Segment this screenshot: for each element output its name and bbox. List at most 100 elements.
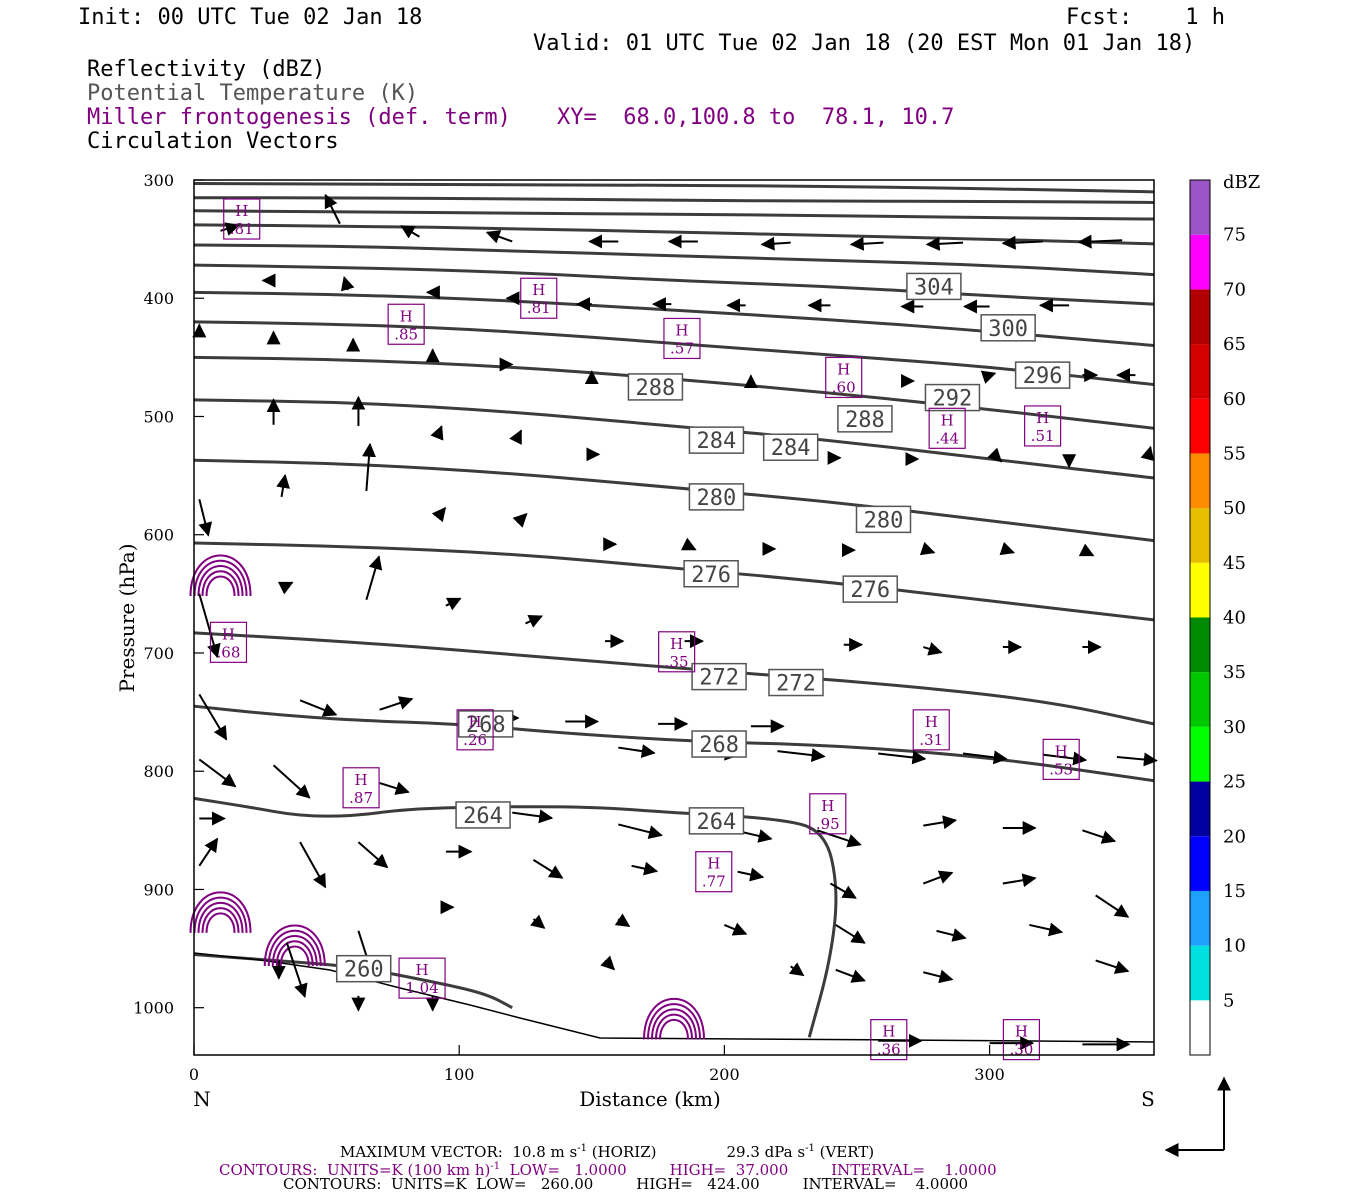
vector-55 (277, 581, 294, 595)
fronto-max-value-8: .35 (665, 653, 689, 671)
vector-110 (1029, 922, 1064, 937)
fronto-contour-1-0 (205, 575, 236, 596)
fronto-max-box-9 (912, 709, 950, 751)
vector-58 (525, 614, 543, 628)
frontogenesis-contours (189, 554, 705, 1040)
theta-label-264: 264 (697, 810, 737, 835)
fronto-max-H-11: H (355, 771, 368, 789)
plot-frame (193, 179, 1155, 1056)
theta-label-268: 268 (699, 733, 739, 758)
colorbar-frame (1189, 179, 1211, 1056)
vector-35 (430, 425, 444, 441)
vector-115 (600, 955, 616, 971)
colorbar-label-70: 70 (1223, 279, 1246, 300)
fronto-contour-0-2 (197, 901, 244, 933)
vector-118 (923, 969, 954, 984)
fronto-max-box-6 (1024, 405, 1062, 447)
theta-label-260: 260 (344, 958, 384, 983)
theta-label-280: 280 (697, 486, 737, 511)
theta-contour-308 (193, 223, 1155, 246)
south-label: S (1141, 1087, 1155, 1111)
fronto-max-value-10: .26 (463, 731, 487, 749)
theta-label-box-9 (855, 505, 912, 534)
colorbar-seg-25 (1190, 726, 1210, 782)
vector-66 (299, 699, 338, 717)
frontogenesis-maxima: H.81H.85H.81H.57H.60H.44H.51H.68 H.35H.31… (209, 198, 1080, 1061)
fronto-max-box-3 (663, 317, 701, 360)
ytick-label-1000: 1000 (133, 999, 174, 1018)
theta-label-box-7 (762, 433, 819, 461)
colorbar-seg-15 (1190, 836, 1210, 891)
fronto-contour-0-0 (205, 912, 236, 933)
colorbar-label-20: 20 (1223, 826, 1246, 847)
fronto-contour-0-4 (189, 891, 252, 933)
fronto-max-H-13: H (821, 797, 834, 815)
max-vector-horiz: (HORIZ) (586, 1143, 657, 1161)
theta-label-264: 264 (463, 804, 503, 829)
vector-2 (400, 225, 420, 239)
vector-77 (962, 750, 1008, 765)
colorbar-label-55: 55 (1223, 443, 1246, 464)
colorbar-seg-65 (1190, 289, 1210, 345)
fronto-contour-3-4 (643, 998, 705, 1040)
vector-95 (631, 861, 659, 876)
fronto-max-value-5: .44 (935, 429, 959, 447)
xtick-label-0: 0 (189, 1065, 199, 1084)
valid-time: Valid: 01 UTC Tue 02 Jan 18 (20 EST Mon … (533, 31, 1196, 56)
theta-label-box-16 (455, 801, 511, 829)
fronto-max-value-12: .53 (1049, 760, 1073, 778)
fronto-max-H-5: H (941, 411, 954, 429)
vector-65 (198, 593, 221, 659)
theta-contours (193, 182, 1155, 1043)
vector-101 (198, 837, 219, 867)
vector-109 (936, 928, 967, 942)
colorbar: 5 10 15 20 25 30 35 40 45 50 55 60 65 70 75 dBZ (1189, 172, 1260, 1056)
fronto-max-H-12: H (1055, 742, 1068, 760)
theta-contour-284 (193, 398, 1155, 480)
vector-42 (1140, 445, 1155, 462)
vector-106 (614, 913, 631, 928)
colorbar-seg-5 (1190, 945, 1210, 1001)
colorbar-units: dBZ (1223, 172, 1260, 193)
vector-111 (1095, 959, 1130, 974)
fronto-contour-2-0 (279, 945, 310, 967)
fronto-max-value-16: .36 (877, 1041, 901, 1059)
theta-label-288: 288 (845, 408, 885, 433)
vector-117 (835, 968, 866, 983)
fronto-max-value-6: .51 (1031, 427, 1055, 445)
colorbar-seg-75 (1190, 180, 1210, 235)
theta-contour-304 (193, 243, 1155, 277)
colorbar-seg-40 (1190, 562, 1210, 618)
vector-46 (512, 512, 528, 528)
fronto-contours-sup: -1 (490, 1161, 501, 1172)
colorbar-seg-60 (1190, 344, 1210, 399)
theta-contour-268 (193, 704, 1155, 783)
vector-51 (919, 541, 936, 556)
fronto-contour-3-1 (655, 1013, 693, 1040)
vector-87 (923, 815, 958, 830)
theta-contour-264 (193, 796, 838, 1038)
theta-label-276: 276 (850, 578, 890, 603)
vector-102 (285, 942, 308, 998)
fronto-contour-3-3 (647, 1003, 701, 1040)
theta-label-box-11 (842, 575, 898, 603)
fronto-max-H-8: H (670, 635, 683, 653)
theta-label-284: 284 (771, 436, 811, 461)
vector-108 (835, 924, 866, 944)
terrain-surface (193, 952, 1155, 1043)
fronto-max-H-7: H (222, 625, 235, 643)
max-vector-vert-tail: (VERT) (814, 1143, 875, 1161)
colorbar-seg-55 (1190, 398, 1210, 454)
fronto-max-value-15: 1.04 (405, 979, 438, 997)
vector-76 (878, 750, 927, 765)
vector-6 (760, 236, 791, 251)
fronto-max-box-11 (342, 767, 380, 809)
fronto-max-box-14 (695, 851, 733, 893)
y-axis-label: Pressure (hPa) (115, 544, 139, 693)
theta-label-304: 304 (914, 275, 954, 300)
fronto-max-H-0: H (235, 202, 248, 220)
fronto-max-value-2: .81 (527, 299, 551, 317)
xtick-label-100: 100 (444, 1065, 475, 1084)
colorbar-seg-35 (1190, 617, 1210, 673)
